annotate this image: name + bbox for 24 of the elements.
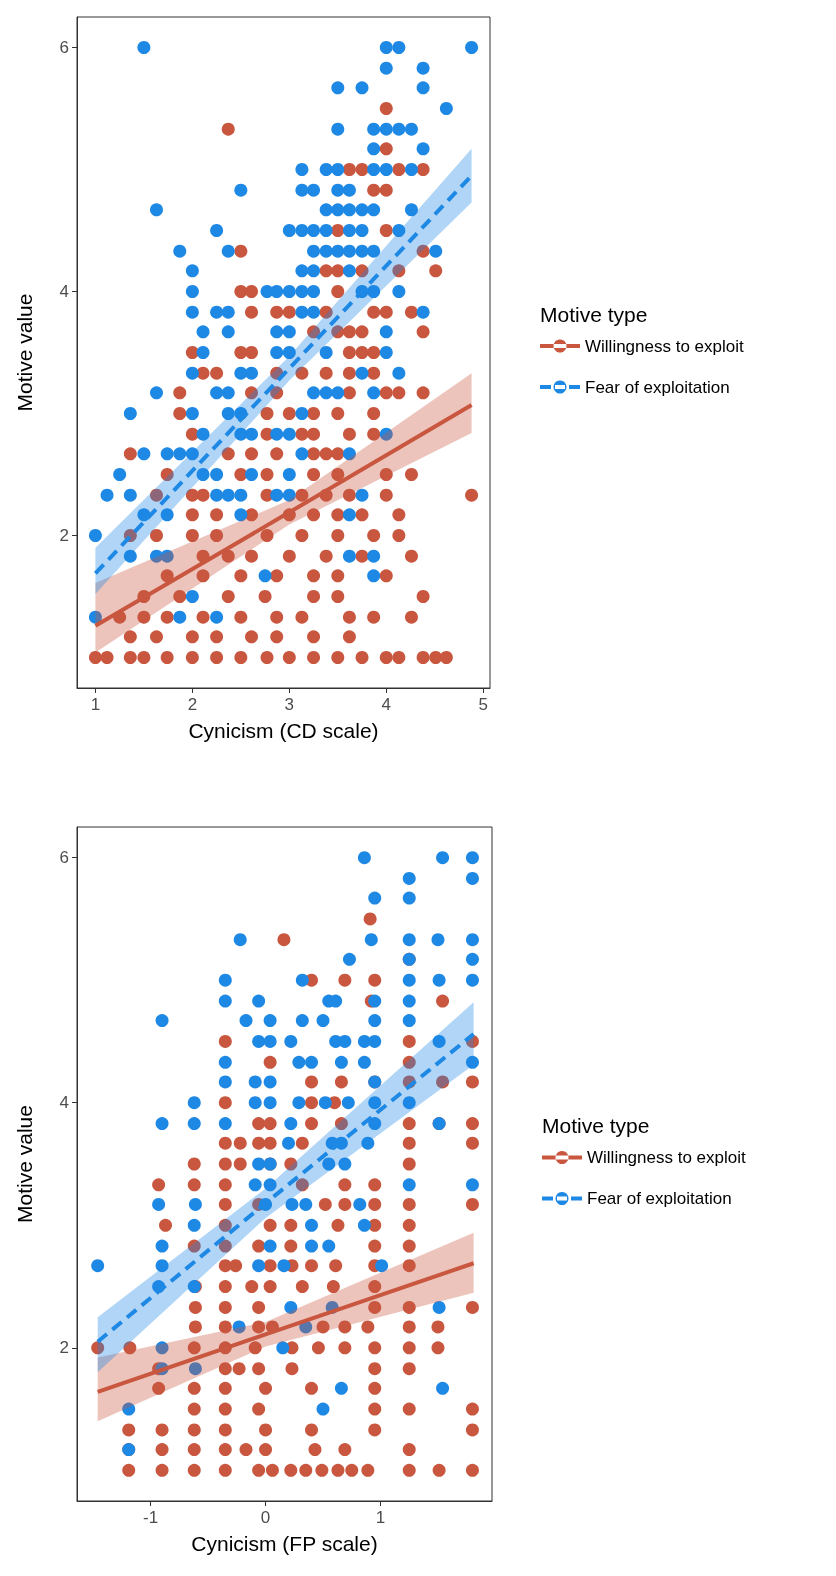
legend-label: Fear of exploitation — [587, 1189, 732, 1208]
x-tick-label: 1 — [375, 1508, 386, 1527]
x-tick-label: -1 — [143, 1508, 159, 1527]
x-tick-label: 5 — [478, 695, 488, 714]
legend-title: Motive type — [540, 302, 648, 326]
x-tick-label: 0 — [260, 1508, 271, 1527]
y-tick-label: 6 — [59, 38, 69, 57]
x-axis-title: Cynicism (FP scale) — [191, 1532, 378, 1555]
x-axis-title: Cynicism (CD scale) — [188, 719, 379, 742]
legend-title: Motive type — [542, 1114, 650, 1137]
x-tick-label: 3 — [284, 695, 295, 714]
y-tick-label: 2 — [59, 1338, 69, 1358]
x-tick-label: 4 — [381, 695, 391, 714]
x-tick-label: 2 — [187, 695, 198, 714]
x-tick-label: 1 — [90, 695, 101, 714]
y-tick-label: 4 — [59, 282, 69, 301]
legend-label: Fear of exploitation — [585, 377, 730, 397]
y-tick-label: 2 — [59, 526, 69, 545]
y-tick-label: 4 — [59, 1093, 69, 1113]
y-axis-title: Motive value — [13, 1105, 36, 1223]
y-tick-label: 6 — [59, 848, 69, 868]
legend-label: Willingness to exploit — [587, 1148, 747, 1167]
y-axis-title: Motive value — [13, 293, 36, 412]
legend-label: Willingness to exploit — [585, 336, 745, 356]
